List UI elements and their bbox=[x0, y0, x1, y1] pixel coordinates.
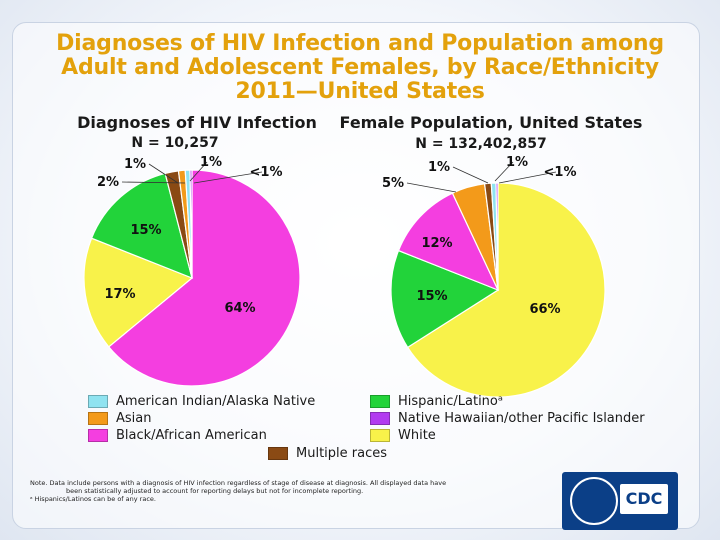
slice-label: <1% bbox=[544, 165, 577, 180]
legend-item-multiple: Multiple races bbox=[268, 446, 387, 461]
slice-label: 1% bbox=[200, 155, 222, 170]
leader-line bbox=[148, 163, 179, 184]
slice-label: 1% bbox=[124, 157, 146, 172]
leader-line bbox=[494, 161, 514, 182]
pie-slice bbox=[107, 169, 301, 387]
slide-title: Diagnoses of HIV Infection and Populatio… bbox=[40, 32, 680, 104]
right-chart-n: N = 132,402,857 bbox=[415, 136, 547, 152]
legend-swatch bbox=[88, 429, 108, 442]
footnote-line-3: ᵃ Hispanics/Latinos can be of any race. bbox=[30, 495, 156, 503]
leader-line bbox=[121, 181, 186, 184]
leader-line bbox=[498, 171, 557, 184]
left-chart-title: Diagnoses of HIV Infection bbox=[77, 113, 317, 132]
legend-label: American Indian/Alaska Native bbox=[116, 394, 316, 409]
leader-line bbox=[406, 182, 457, 193]
slice-label: 1% bbox=[428, 160, 450, 175]
pie-slice bbox=[90, 172, 193, 279]
footnote: Note. Data include persons with a diagno… bbox=[30, 479, 550, 503]
pie-slice bbox=[397, 192, 500, 292]
leader-line bbox=[193, 171, 263, 184]
slice-label: 64% bbox=[224, 301, 255, 316]
title-line-3: 2011—United States bbox=[235, 79, 485, 104]
slice-label: 12% bbox=[421, 236, 452, 251]
legend-label: Hispanic/Latinoᵃ bbox=[398, 394, 503, 409]
footnote-line-1: Note. Data include persons with a diagno… bbox=[30, 479, 447, 487]
leader-line bbox=[189, 161, 208, 182]
legend-item-white: White bbox=[370, 428, 436, 443]
legend-swatch bbox=[88, 395, 108, 408]
slice-label: 15% bbox=[416, 289, 447, 304]
slice-label: 2% bbox=[97, 175, 119, 190]
footnote-line-2: been statistically adjusted to account f… bbox=[66, 487, 364, 495]
slice-label: 5% bbox=[382, 176, 404, 191]
leader-line bbox=[452, 166, 489, 184]
slice-label: 17% bbox=[104, 287, 135, 302]
legend-swatch bbox=[370, 412, 390, 425]
slice-label: 15% bbox=[130, 223, 161, 238]
cdc-logo: CDC bbox=[620, 484, 668, 514]
legend-item-nhopi: Native Hawaiian/other Pacific Islander bbox=[370, 411, 645, 426]
title-line-1: Diagnoses of HIV Infection and Populatio… bbox=[56, 31, 664, 56]
legend-label: White bbox=[398, 428, 436, 443]
legend-label: Native Hawaiian/other Pacific Islander bbox=[398, 411, 645, 426]
right-chart-title: Female Population, United States bbox=[339, 113, 643, 132]
legend-swatch bbox=[370, 429, 390, 442]
legend-item-asian: Asian bbox=[88, 411, 151, 426]
slice-label: <1% bbox=[250, 165, 283, 180]
legend-label: Multiple races bbox=[296, 446, 387, 461]
pie-slice bbox=[189, 169, 193, 279]
cdc-logo-block: CDC bbox=[562, 472, 678, 530]
left-chart-n: N = 10,257 bbox=[131, 135, 219, 151]
title-line-2: Adult and Adolescent Females, by Race/Et… bbox=[61, 55, 659, 80]
legend-label: Asian bbox=[116, 411, 152, 426]
slice-label: 66% bbox=[529, 302, 560, 317]
slice-label: 1% bbox=[506, 155, 528, 170]
legend-swatch bbox=[268, 447, 288, 460]
pie-slice bbox=[495, 182, 499, 291]
legend-swatch bbox=[370, 395, 390, 408]
legend-item-black: Black/African American bbox=[88, 428, 267, 443]
legend-item-american-indian: American Indian/Alaska Native bbox=[88, 394, 315, 409]
pie-slice bbox=[406, 182, 606, 398]
hhs-seal-icon bbox=[570, 477, 618, 525]
pie-slice bbox=[390, 249, 500, 349]
legend-swatch bbox=[88, 412, 108, 425]
legend-item-hispanic: Hispanic/Latinoᵃ bbox=[370, 394, 503, 409]
pie-slice bbox=[83, 237, 194, 348]
legend-label: Black/African American bbox=[116, 428, 267, 443]
